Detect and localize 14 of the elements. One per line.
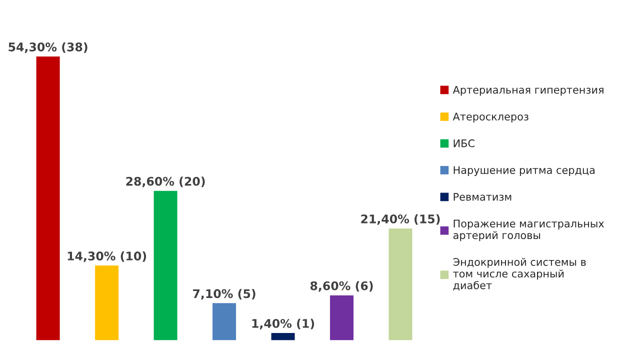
- legend-label: Эндокринной системы в том числе сахарный диабет: [453, 258, 586, 291]
- legend-label: Артериальная гипертензия: [452, 86, 604, 96]
- data-label: 7,10% (5): [193, 288, 256, 300]
- data-label: 14,30% (10): [68, 251, 146, 262]
- data-label: 1,40% (1): [252, 318, 314, 330]
- legend-label: Нарушение ритма сердца: [454, 166, 594, 176]
- legend-label: Атеросклероз: [452, 112, 528, 123]
- legend-label: Поражение магистральных артерий головы: [453, 220, 604, 242]
- data-label: 8,60% (6): [310, 281, 373, 292]
- legend-label: Ревматизм: [454, 192, 512, 201]
- data-label: 54,30% (38): [8, 42, 88, 53]
- data-label: 28,60% (20): [126, 176, 205, 188]
- legend-label: ИБС: [454, 139, 474, 148]
- data-label: 21,40% (15): [361, 214, 440, 225]
